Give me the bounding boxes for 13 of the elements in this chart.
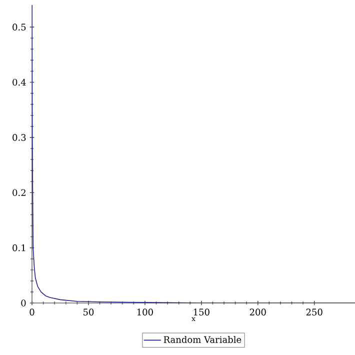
y-tick-label: 0.2 [12,189,26,196]
y-tick-label: 0.5 [12,24,26,30]
y-tick-label: 0.3 [12,134,26,141]
legend-label: Random Variable [164,336,242,343]
x-tick-label: 250 [306,308,322,316]
x-tick-label: 100 [137,308,153,316]
y-tick-label: 0.4 [12,78,26,86]
x-tick-label: 150 [194,308,210,316]
x-tick-label: 50 [84,308,94,316]
x-tick-label: 0 [30,308,34,316]
y-tick-label: 0.1 [12,244,26,252]
x-tick-label: 200 [250,308,266,316]
y-tick-label: 0 [21,300,26,306]
